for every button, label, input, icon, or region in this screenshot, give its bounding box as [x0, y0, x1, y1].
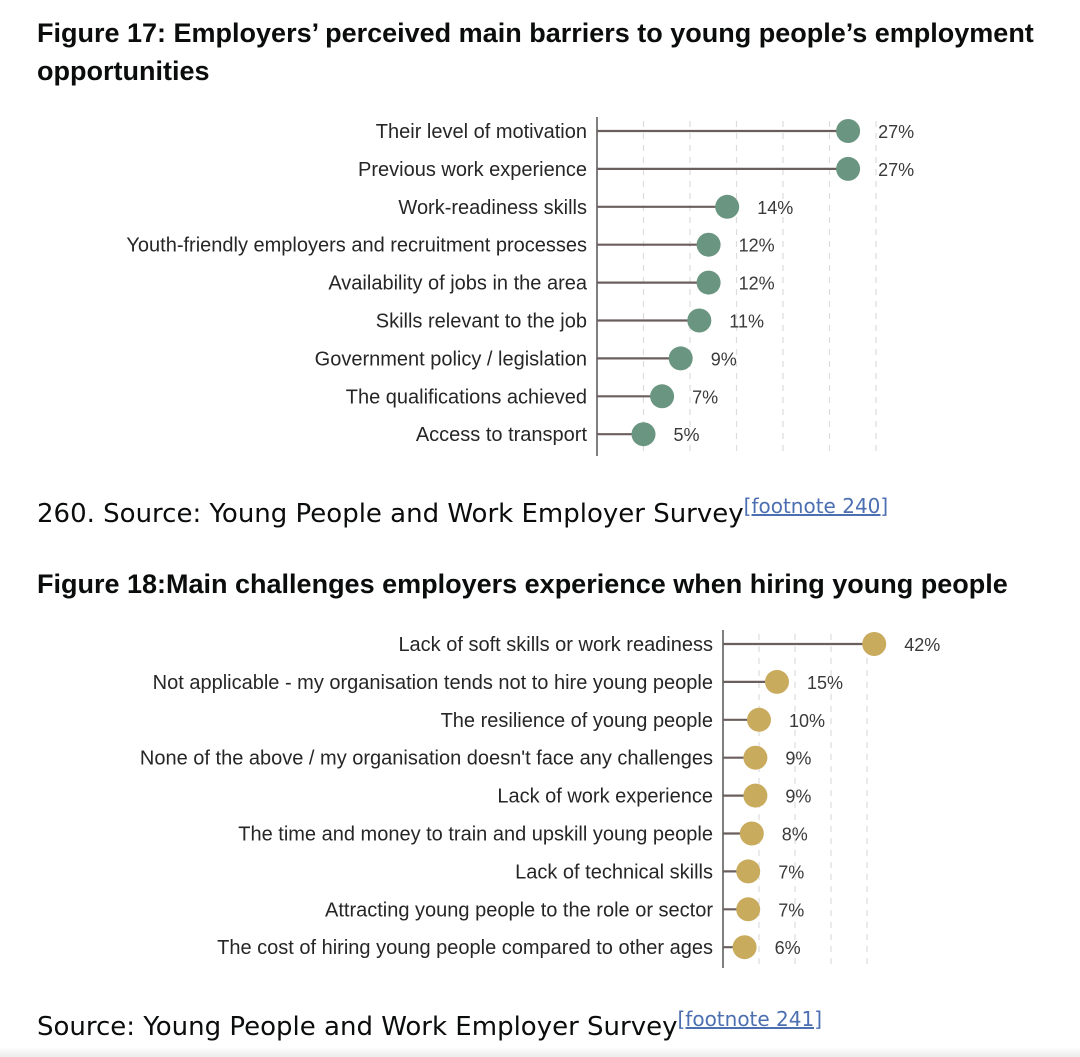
value-label: 27%	[878, 122, 914, 142]
page-bottom-fade	[0, 1047, 1080, 1057]
lollipop-dot	[743, 783, 768, 808]
lollipop-dot	[836, 156, 861, 181]
value-label: 27%	[878, 160, 914, 180]
value-label: 6%	[775, 938, 801, 958]
lollipop-dot	[631, 422, 656, 447]
category-label: The time and money to train and upskill …	[238, 824, 713, 846]
lollipop-dot	[836, 119, 861, 143]
lollipop-dot	[696, 232, 721, 257]
footnote-241-link[interactable]: [footnote 241]	[677, 1007, 823, 1031]
category-label: Not applicable - my organisation tends n…	[153, 672, 713, 694]
lollipop-dot	[739, 821, 764, 846]
value-label: 8%	[782, 825, 808, 845]
category-label: Access to transport	[416, 424, 588, 446]
lollipop-dot	[715, 194, 740, 219]
category-label: None of the above / my organisation does…	[140, 748, 713, 770]
value-label: 9%	[785, 749, 811, 769]
value-label: 9%	[785, 787, 811, 807]
figure-18-title: Figure 18:Main challenges employers expe…	[37, 569, 1008, 599]
value-label: 7%	[778, 862, 804, 882]
category-label: Attracting young people to the role or s…	[325, 899, 713, 921]
category-label: Lack of technical skills	[515, 861, 713, 883]
category-label: The resilience of young people	[441, 710, 713, 732]
figure-18-source-text: Source: Young People and Work Employer S…	[37, 1012, 678, 1042]
figure-18-source: Source: Young People and Work Employer S…	[37, 1007, 823, 1044]
footnote-240-link[interactable]: [footnote 240]	[743, 494, 889, 518]
lollipop-dot	[736, 859, 761, 884]
figure-17-title: Figure 17: Employers’ perceived main bar…	[37, 18, 1034, 86]
lollipop-dot	[743, 745, 768, 770]
category-label: Lack of work experience	[497, 786, 713, 808]
category-label: Lack of soft skills or work readiness	[398, 634, 713, 656]
value-label: 12%	[739, 274, 775, 294]
figure-17-lollipop-chart: Their level of motivation 27% Previous wor…	[126, 117, 914, 456]
value-label: 12%	[739, 236, 775, 256]
lollipop-dot	[747, 707, 771, 732]
lollipop-dot	[732, 935, 757, 960]
category-label: Availability of jobs in the area	[328, 273, 588, 295]
lollipop-dot	[736, 897, 761, 922]
lollipop-dot	[765, 669, 789, 694]
gridlines	[642, 121, 877, 456]
lollipop-dot	[687, 308, 712, 333]
category-label: Skills relevant to the job	[376, 311, 587, 333]
value-label: 7%	[692, 387, 718, 407]
figure-17-source: 260. Source: Young People and Work Emplo…	[37, 494, 889, 531]
value-label: 7%	[778, 900, 804, 920]
category-label: Their level of motivation	[376, 121, 587, 143]
value-label: 15%	[807, 673, 843, 693]
category-label: Previous work experience	[358, 159, 587, 181]
value-label: 14%	[757, 198, 793, 218]
value-label: 9%	[711, 349, 737, 369]
lollipop-dot	[668, 346, 693, 371]
value-label: 10%	[789, 711, 825, 731]
value-label: 42%	[904, 635, 940, 655]
figure-18-lollipop-chart: Lack of soft skills or work readiness 42%…	[140, 630, 940, 968]
category-label: Government policy / legislation	[315, 348, 587, 370]
lollipop-dot	[696, 270, 721, 295]
lollipop-dot	[650, 384, 675, 409]
lollipop-dot	[862, 632, 887, 656]
value-label: 5%	[674, 425, 700, 445]
value-label: 11%	[729, 312, 764, 332]
category-label: Work-readiness skills	[398, 197, 587, 219]
figure-17-source-text: 260. Source: Young People and Work Emplo…	[37, 499, 744, 529]
category-label: The cost of hiring young people compared…	[217, 937, 713, 959]
category-label: The qualifications achieved	[346, 386, 587, 408]
category-label: Youth-friendly employers and recruitment…	[126, 235, 587, 257]
